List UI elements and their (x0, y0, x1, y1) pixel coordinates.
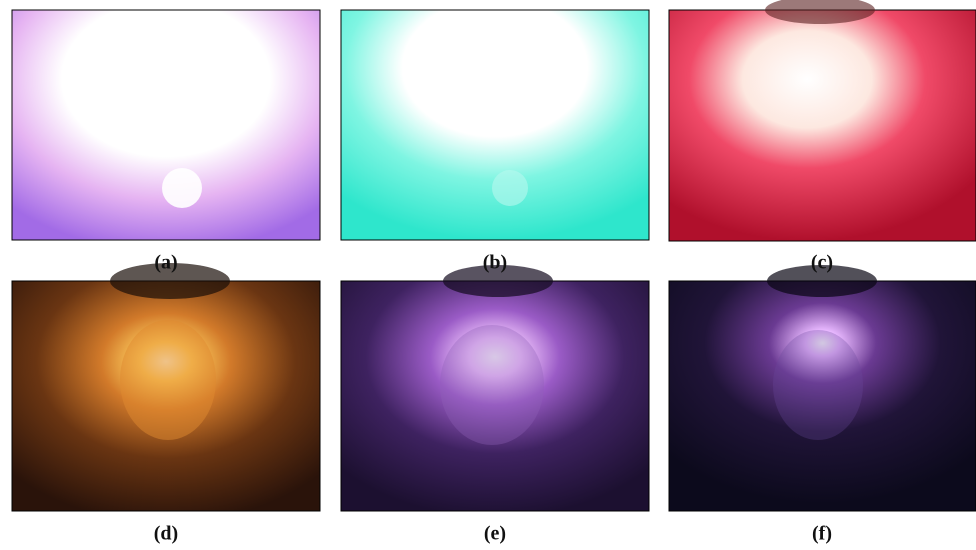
panel-label: (e) (484, 523, 506, 545)
panel-label: (b) (483, 252, 507, 274)
figure: (a) (b) (c) (d) (e) (f) (0, 0, 976, 550)
panel-label: (c) (811, 252, 833, 274)
photo-b (341, 10, 649, 240)
panel-label: (d) (154, 523, 178, 545)
photo-a (12, 10, 320, 240)
panel-label: (f) (812, 523, 832, 545)
photo-c (669, 0, 976, 241)
photo-d (12, 263, 320, 511)
photo-e (341, 265, 649, 511)
panel-label: (a) (154, 252, 177, 274)
photo-f (669, 265, 976, 511)
